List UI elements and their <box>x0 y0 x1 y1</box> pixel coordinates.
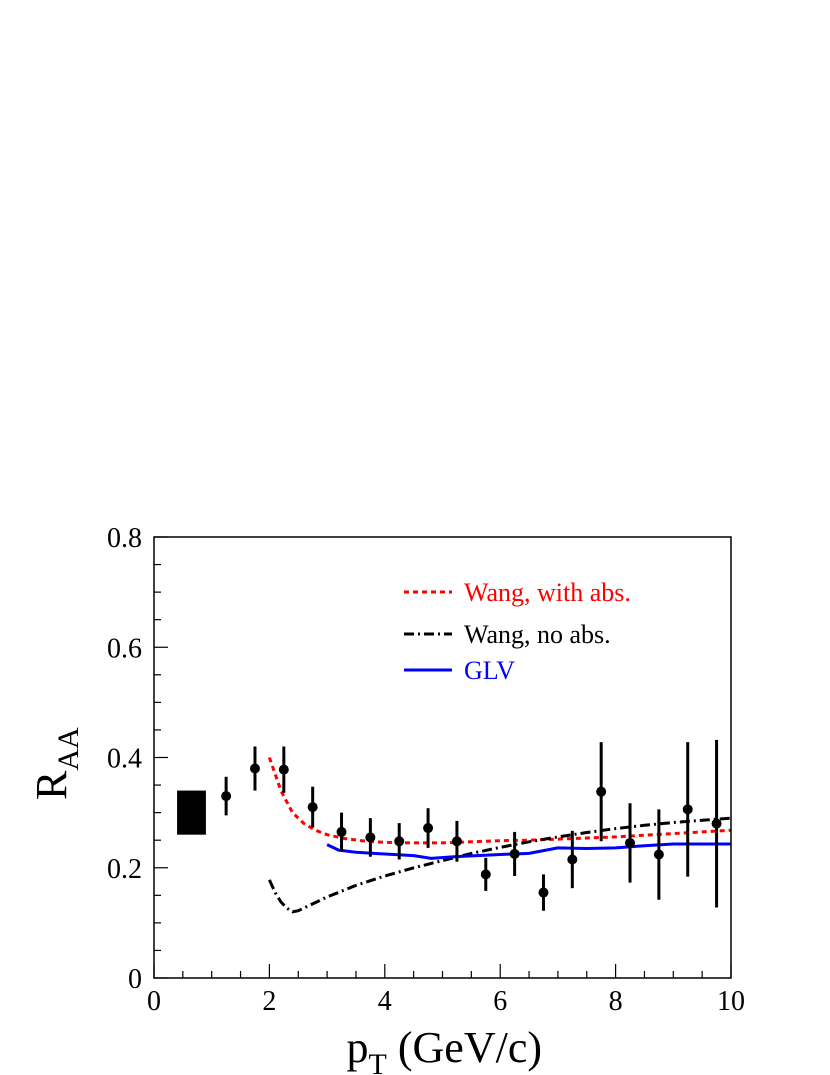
legend: Wang, with abs. Wang, no abs. GLV <box>404 578 631 685</box>
data-point-3 <box>307 802 318 813</box>
x-tick-label-5: 10 <box>717 986 745 1017</box>
series-curve-0 <box>267 757 732 845</box>
tick-label-layer: 0 2 4 6 8 10 0 0.2 0.4 0.6 0.8 <box>107 523 745 1017</box>
legend-label-0: Wang, with abs. <box>464 578 631 607</box>
data-point-12 <box>567 854 578 865</box>
legend-label-1: Wang, no abs. <box>464 620 611 649</box>
data-point-4 <box>336 826 347 837</box>
tick-layer <box>153 536 732 979</box>
y-tick-label-3: 0.6 <box>107 633 142 664</box>
legend-label-2: GLV <box>464 656 515 685</box>
y-tick-label-2: 0.4 <box>107 744 142 775</box>
data-point-layer <box>221 739 722 911</box>
series-curve-2 <box>326 842 731 860</box>
y-tick-label-0: 0 <box>128 964 142 995</box>
y-tick-label-4: 0.8 <box>107 523 142 554</box>
data-point-0 <box>221 791 232 802</box>
x-tick-label-4: 8 <box>609 986 623 1017</box>
data-point-13 <box>596 786 607 797</box>
data-point-2 <box>278 764 289 775</box>
data-point-5 <box>365 832 376 843</box>
y-tick-label-1: 0.2 <box>107 854 142 885</box>
y-axis-label: RAA <box>27 727 85 800</box>
normalization-uncertainty-box <box>177 790 206 835</box>
data-point-14 <box>625 837 636 848</box>
data-point-9 <box>480 869 491 880</box>
data-point-16 <box>682 804 693 815</box>
x-tick-label-1: 2 <box>262 986 276 1017</box>
data-point-17 <box>711 818 722 829</box>
data-point-7 <box>423 823 434 834</box>
x-axis-label: pT (GeV/c) <box>347 1023 542 1075</box>
x-tick-label-2: 4 <box>378 986 392 1017</box>
x-tick-label-3: 6 <box>493 986 507 1017</box>
data-point-10 <box>509 848 520 859</box>
x-tick-label-0: 0 <box>147 986 161 1017</box>
data-point-11 <box>538 887 549 898</box>
data-point-6 <box>394 836 405 847</box>
data-point-15 <box>653 849 664 860</box>
data-point-1 <box>249 763 260 774</box>
normalization-layer <box>177 790 206 835</box>
data-point-8 <box>451 836 462 847</box>
